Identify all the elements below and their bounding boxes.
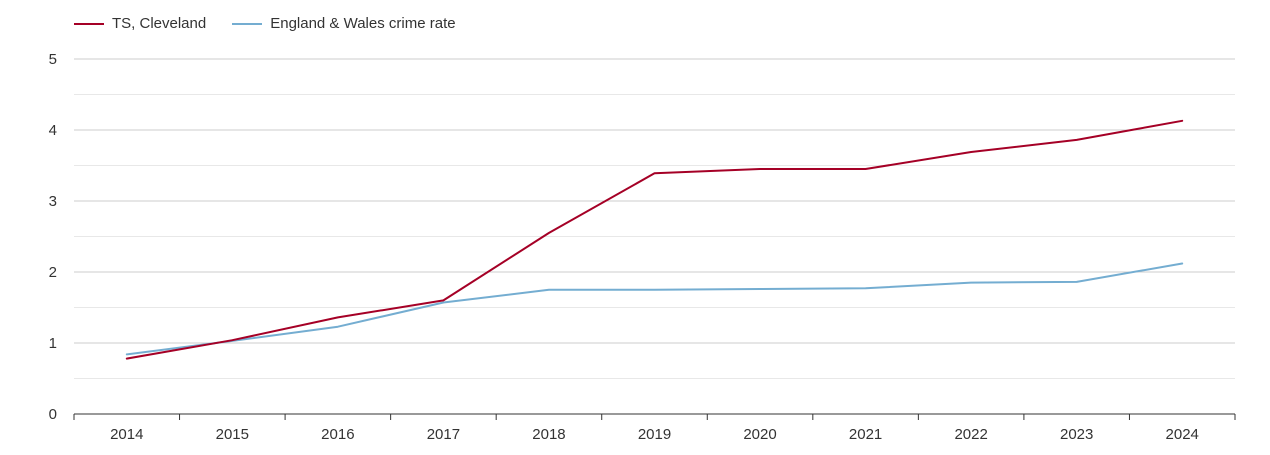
data-point-cleveland bbox=[863, 166, 869, 172]
data-point-england-wales bbox=[335, 324, 341, 330]
x-tick-label: 2021 bbox=[849, 426, 882, 443]
x-tick-label: 2014 bbox=[110, 426, 143, 443]
y-tick-label: 2 bbox=[49, 264, 57, 281]
data-point-england-wales bbox=[757, 286, 763, 292]
legend-item-cleveland[interactable]: TS, Cleveland bbox=[74, 15, 206, 32]
data-point-cleveland bbox=[968, 149, 974, 155]
y-tick-label: 1 bbox=[49, 335, 57, 352]
data-point-cleveland bbox=[440, 297, 446, 303]
data-point-cleveland bbox=[335, 314, 341, 320]
data-point-cleveland bbox=[757, 166, 763, 172]
data-point-england-wales bbox=[863, 285, 869, 291]
x-tick-label: 2016 bbox=[321, 426, 354, 443]
data-point-england-wales bbox=[546, 287, 552, 293]
legend-swatch-cleveland bbox=[74, 22, 104, 25]
data-point-cleveland bbox=[546, 230, 552, 236]
x-tick-label: 2022 bbox=[954, 426, 987, 443]
x-tick-label: 2024 bbox=[1166, 426, 1199, 443]
data-point-cleveland bbox=[229, 337, 235, 343]
series-line-cleveland bbox=[125, 119, 1184, 360]
x-tick-label: 2020 bbox=[743, 426, 776, 443]
data-point-england-wales bbox=[652, 287, 658, 293]
legend-label-england-wales: England & Wales crime rate bbox=[270, 15, 456, 32]
data-point-england-wales bbox=[968, 280, 974, 286]
x-tick-label: 2019 bbox=[638, 426, 671, 443]
y-tick-label: 0 bbox=[49, 406, 57, 423]
x-tick-label: 2017 bbox=[427, 426, 460, 443]
y-tick-label: 4 bbox=[49, 122, 57, 139]
x-tick-label: 2018 bbox=[532, 426, 565, 443]
data-point-cleveland bbox=[1074, 137, 1080, 143]
data-point-cleveland bbox=[124, 356, 130, 362]
legend-item-england-wales[interactable]: England & Wales crime rate bbox=[232, 15, 456, 32]
y-tick-label: 5 bbox=[49, 51, 57, 68]
data-point-england-wales bbox=[1179, 260, 1185, 266]
chart-legend: TS, Cleveland England & Wales crime rate bbox=[74, 15, 482, 32]
x-tick-label: 2015 bbox=[216, 426, 249, 443]
legend-swatch-england-wales bbox=[232, 22, 263, 25]
data-point-cleveland bbox=[652, 170, 658, 176]
legend-label-cleveland: TS, Cleveland bbox=[112, 15, 207, 32]
data-point-england-wales bbox=[1074, 279, 1080, 285]
y-tick-label: 3 bbox=[49, 193, 57, 210]
series-line-england-wales bbox=[125, 262, 1184, 356]
x-tick-label: 2023 bbox=[1060, 426, 1093, 443]
data-point-cleveland bbox=[1179, 118, 1185, 124]
